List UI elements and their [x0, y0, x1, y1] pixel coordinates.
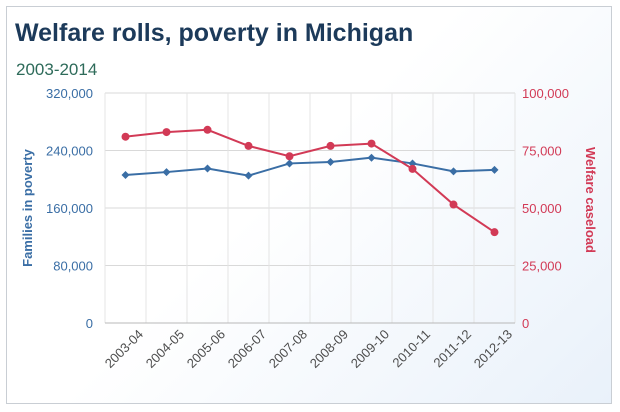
- caseload-point: [490, 228, 499, 237]
- series-group: [121, 125, 499, 237]
- caseload-point: [244, 141, 253, 150]
- chart-title: Welfare rolls, poverty in Michigan: [15, 19, 414, 47]
- caseload-point: [408, 164, 417, 173]
- caseload-point: [121, 132, 130, 141]
- poverty-point: [203, 164, 212, 173]
- chart-subtitle: 2003-2014: [16, 60, 98, 79]
- x-tick-label: 2009-10: [348, 327, 392, 371]
- left-tick-label: 320,000: [46, 86, 93, 101]
- caseload-point: [203, 125, 212, 134]
- x-axis-ticks: 2003-042004-052005-062006-072007-082008-…: [102, 327, 515, 371]
- poverty-point: [490, 165, 499, 174]
- x-tick-label: 2007-08: [266, 327, 310, 371]
- right-tick-label: 100,000: [522, 86, 569, 101]
- x-tick-label: 2006-07: [225, 327, 269, 371]
- poverty-point: [449, 167, 458, 176]
- right-tick-label: 25,000: [522, 259, 562, 274]
- caseload-point: [367, 139, 376, 148]
- poverty-point: [367, 153, 376, 162]
- caseload-point: [162, 128, 171, 137]
- left-axis-ticks: 0 80,000 160,000 240,000 320,000: [46, 86, 93, 331]
- x-tick-label: 2004-05: [143, 327, 187, 371]
- caseload-point: [449, 200, 458, 209]
- series-line-0: [125, 156, 495, 177]
- x-tick-label: 2012-13: [471, 327, 515, 371]
- series-line-1: [125, 128, 496, 233]
- poverty-point: [121, 170, 130, 179]
- left-tick-label: 240,000: [46, 144, 93, 159]
- chart-card: Welfare rolls, poverty in Michigan 2003-…: [6, 6, 612, 404]
- left-tick-label: 80,000: [53, 259, 93, 274]
- right-tick-label: 75,000: [522, 144, 562, 159]
- x-tick-label: 2010-11: [389, 327, 433, 371]
- right-axis-ticks: 0 25,000 50,000 75,000 100,000: [522, 86, 569, 331]
- poverty-point: [244, 171, 253, 180]
- right-tick-label: 0: [522, 316, 529, 331]
- x-tick-label: 2005-06: [184, 327, 228, 371]
- x-tick-label: 2003-04: [102, 327, 146, 371]
- poverty-point: [162, 168, 171, 177]
- x-tick-label: 2011-12: [430, 327, 474, 371]
- caseload-point: [285, 152, 294, 161]
- right-tick-label: 50,000: [522, 201, 562, 216]
- left-tick-label: 160,000: [46, 201, 93, 216]
- poverty-point: [326, 158, 335, 166]
- left-axis-title: Families in poverty: [20, 148, 35, 267]
- left-tick-label: 0: [86, 316, 93, 331]
- right-axis-title: Welfare caseload: [583, 147, 598, 253]
- caseload-point: [326, 141, 335, 150]
- x-tick-label: 2008-09: [307, 327, 351, 371]
- poverty-point: [285, 159, 294, 168]
